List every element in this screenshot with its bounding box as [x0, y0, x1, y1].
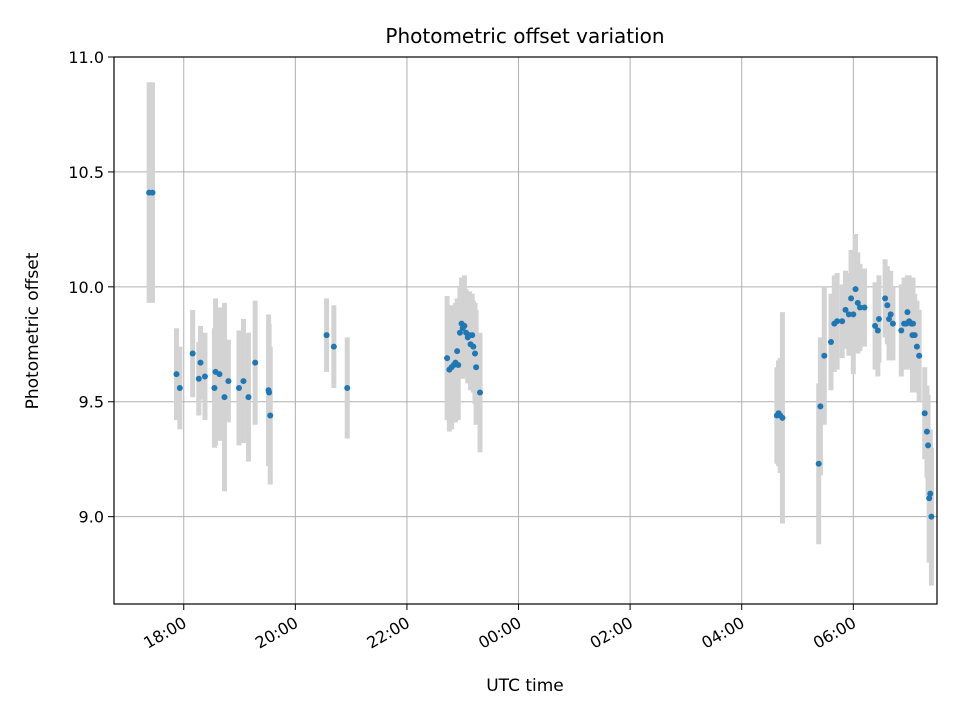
data-point: [344, 384, 351, 391]
data-point: [252, 359, 259, 366]
data-point: [854, 299, 861, 306]
y-axis-label: Photometric offset: [23, 252, 43, 409]
data-point: [201, 373, 208, 380]
data-point: [211, 384, 218, 391]
x-axis-label: UTC time: [486, 676, 564, 696]
data-point: [461, 322, 468, 329]
data-point: [456, 329, 463, 336]
data-point: [477, 389, 484, 396]
data-point: [925, 442, 932, 449]
data-point: [916, 352, 923, 359]
data-point: [266, 389, 273, 396]
data-point: [815, 460, 822, 467]
data-point: [221, 394, 228, 401]
data-point: [473, 364, 480, 371]
data-point: [216, 371, 223, 378]
data-point: [875, 316, 882, 323]
data-point: [839, 318, 846, 325]
y-tick-label: 9.0: [79, 508, 104, 527]
data-point: [225, 378, 232, 385]
data-point: [834, 318, 841, 325]
data-point: [235, 384, 242, 391]
data-point: [884, 302, 891, 309]
y-tick-label: 11.0: [68, 48, 104, 67]
data-point: [173, 371, 180, 378]
y-tick-label: 10.0: [68, 278, 104, 297]
data-points: [146, 189, 935, 520]
data-point: [886, 316, 893, 323]
data-point: [245, 394, 252, 401]
data-point: [842, 306, 849, 313]
data-point: [927, 490, 934, 497]
data-point: [189, 350, 196, 357]
data-point: [472, 350, 479, 357]
data-point: [469, 332, 476, 339]
data-point: [779, 414, 786, 421]
data-point: [470, 343, 477, 350]
data-point: [926, 495, 933, 502]
data-point: [197, 359, 204, 366]
data-point: [887, 311, 894, 318]
data-point: [921, 410, 928, 417]
y-tick-label: 10.5: [68, 163, 104, 182]
data-point: [176, 384, 183, 391]
data-point: [923, 428, 930, 435]
data-point: [882, 295, 889, 302]
data-point: [857, 304, 864, 311]
data-point: [861, 304, 868, 311]
data-point: [928, 513, 935, 520]
data-point: [874, 327, 881, 334]
data-point: [267, 412, 274, 419]
data-point: [904, 309, 911, 316]
data-point: [149, 189, 156, 196]
data-point: [455, 361, 462, 368]
data-point: [845, 311, 852, 318]
plot-frame: [113, 56, 938, 605]
data-point: [911, 332, 918, 339]
data-point: [827, 338, 834, 345]
data-point: [848, 295, 855, 302]
data-point: [821, 352, 828, 359]
data-point: [240, 378, 247, 385]
y-axis: 9.0 9.5 10.0 10.5 11.0: [68, 48, 114, 527]
data-point: [850, 311, 857, 318]
grid: [114, 56, 937, 604]
data-point: [454, 348, 461, 355]
data-point: [330, 343, 337, 350]
data-point: [852, 286, 859, 293]
data-point: [872, 322, 879, 329]
data-point: [817, 403, 824, 410]
data-point: [889, 320, 896, 327]
data-point: [906, 318, 913, 325]
y-tick-label: 9.5: [79, 393, 104, 412]
data-point: [913, 343, 920, 350]
data-point: [444, 355, 451, 362]
data-point: [898, 327, 905, 334]
data-point: [323, 332, 330, 339]
data-point: [195, 375, 202, 382]
chart-title: Photometric offset variation: [385, 24, 664, 48]
